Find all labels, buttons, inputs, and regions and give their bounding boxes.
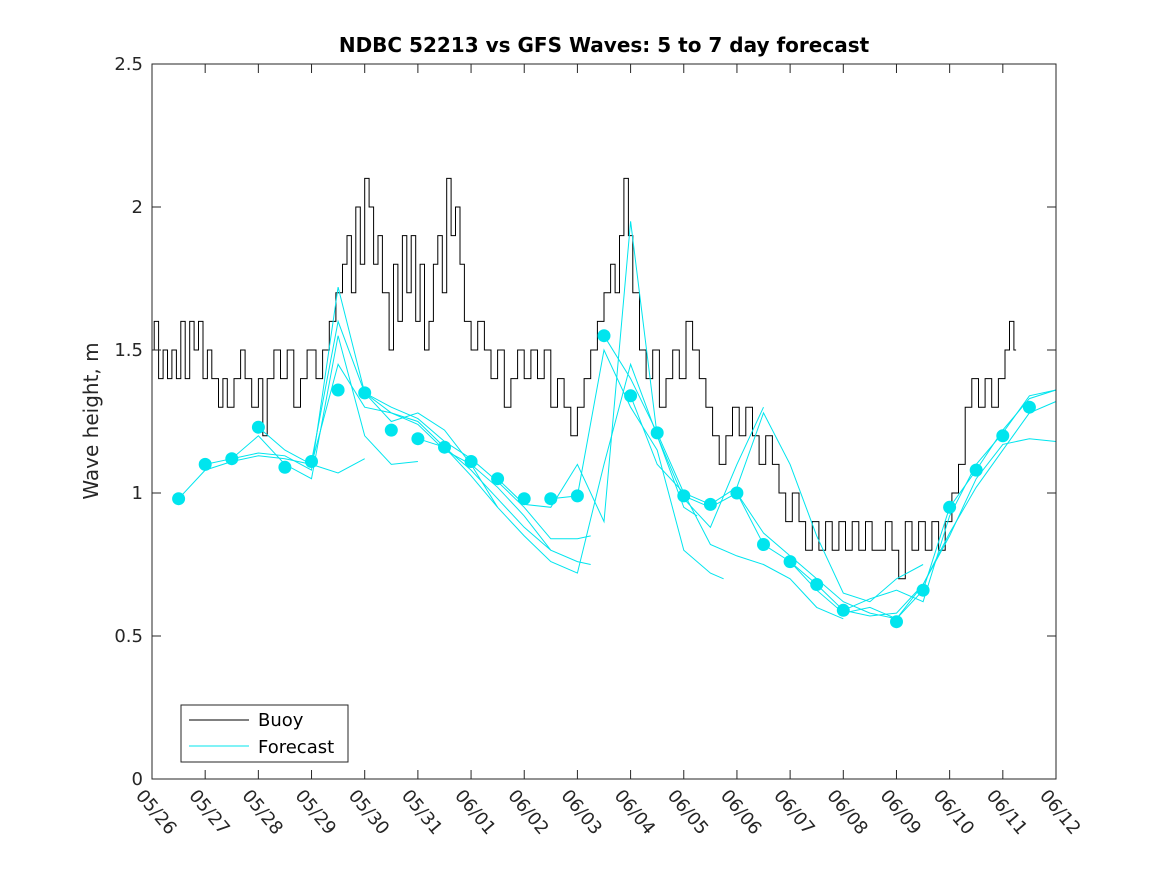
- forecast-run-line-9: [550, 348, 724, 580]
- forecast-point-31: [996, 429, 1010, 443]
- forecast-run-line-10: [603, 335, 844, 620]
- forecast-run-line-12: [683, 438, 1057, 620]
- forecast-point-9: [384, 423, 398, 437]
- forecast-point-12: [464, 455, 478, 468]
- forecast-point-18: [624, 389, 638, 403]
- axes-box: [151, 63, 1057, 780]
- forecast-point-13: [491, 472, 505, 486]
- forecast-point-23: [757, 538, 770, 551]
- forecast-point-22: [730, 486, 744, 500]
- forecast-run-line-15: [843, 389, 1057, 611]
- y-tick-label: 0.5: [114, 626, 143, 647]
- forecast-point-25: [810, 578, 824, 591]
- forecast-point-24: [783, 555, 797, 569]
- forecast-point-26: [836, 603, 850, 617]
- forecast-point-7: [331, 383, 345, 397]
- forecast-run-line-8: [497, 221, 764, 529]
- forecast-point-21: [703, 497, 717, 511]
- buoy-series-line: [152, 177, 1017, 580]
- forecast-point-1: [172, 492, 186, 506]
- forecast-point-20: [677, 489, 691, 503]
- y-tick-label: 2.5: [114, 54, 143, 75]
- forecast-point-17: [597, 329, 611, 343]
- forecast-point-30: [969, 463, 983, 477]
- y-tick-label: 2: [132, 197, 143, 218]
- y-tick-label: 0: [132, 769, 143, 790]
- forecast-point-8: [358, 386, 372, 400]
- y-tick-label: 1: [132, 483, 143, 504]
- forecast-run-line-7: [417, 362, 698, 574]
- forecast-point-11: [438, 440, 451, 454]
- forecast-point-27: [890, 615, 903, 629]
- y-tick-label: 1.5: [114, 340, 143, 361]
- forecast-point-10: [411, 432, 425, 446]
- chart-title: NDBC 52213 vs GFS Waves: 5 to 7 day fore…: [339, 33, 870, 57]
- forecast-point-28: [916, 583, 930, 597]
- forecast-point-5: [278, 460, 292, 474]
- y-axis-label: Wave height, m: [79, 342, 103, 499]
- forecast-point-14: [517, 492, 531, 506]
- forecast-point-3: [225, 452, 239, 466]
- legend-box: [180, 704, 349, 763]
- forecast-point-16: [570, 489, 584, 503]
- forecast-point-2: [198, 457, 212, 471]
- forecast-point-15: [544, 492, 558, 506]
- legend-label-forecast: Forecast: [258, 737, 334, 758]
- forecast-run-line-2: [205, 335, 418, 480]
- forecast-point-4: [251, 420, 265, 434]
- plot-area: [152, 177, 1057, 629]
- forecast-point-19: [650, 426, 664, 440]
- legend-label-buoy: Buoy: [258, 710, 304, 731]
- legend: Buoy Forecast: [180, 704, 349, 763]
- forecast-run-line-6: [364, 392, 591, 565]
- forecast-run-line-5: [311, 319, 591, 540]
- forecast-point-6: [305, 455, 318, 468]
- forecast-point-29: [943, 500, 957, 514]
- forecast-point-32: [1022, 400, 1036, 414]
